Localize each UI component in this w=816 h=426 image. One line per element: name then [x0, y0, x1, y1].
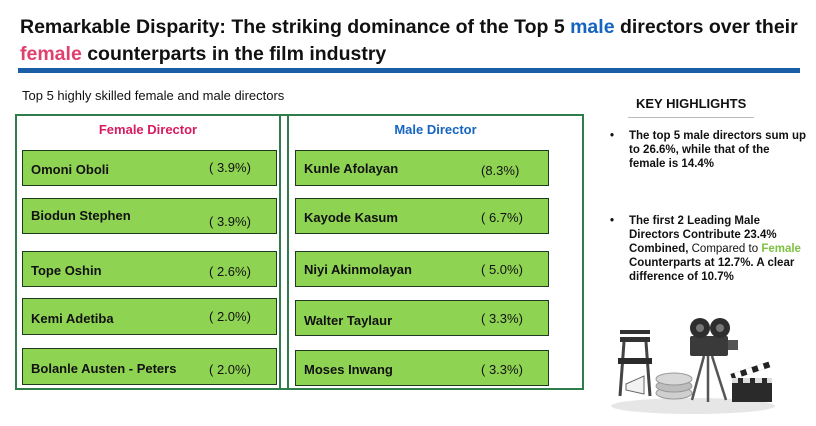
male-director-cell: Kayode Kasum ( 6.7%) [295, 198, 549, 234]
highlight-text: The first 2 Leading Male Directors Contr… [629, 215, 801, 283]
female-director-share: ( 3.9%) [209, 160, 251, 175]
male-director-name: Kunle Afolayan [304, 161, 399, 176]
female-director-cell: Omoni Oboli ( 3.9%) [22, 150, 277, 186]
male-director-share: ( 5.0%) [481, 262, 523, 277]
male-director-name: Niyi Akinmolayan [304, 262, 412, 277]
female-director-cell: Tope Oshin ( 2.6%) [22, 251, 277, 287]
male-director-name: Walter Taylaur [304, 313, 393, 328]
male-director-cell: Walter Taylaur ( 3.3%) [295, 300, 549, 336]
table-bottom-border [15, 388, 584, 390]
female-director-name: Kemi Adetiba [31, 311, 114, 326]
title-female-word: female [20, 43, 82, 65]
female-director-name: Biodun Stephen [31, 208, 131, 223]
directors-table: Female Director Male Director Omoni Obol… [15, 114, 584, 390]
female-director-share: ( 2.0%) [209, 362, 251, 377]
female-director-header: Female Director [98, 122, 198, 137]
female-director-cell: Biodun Stephen ( 3.9%) [22, 198, 277, 234]
table-subtitle: Top 5 highly skilled female and male dir… [22, 88, 285, 103]
title-divider-bar [18, 68, 800, 73]
female-director-share: ( 2.0%) [209, 309, 251, 324]
bullet-icon: • [610, 215, 615, 227]
table-top-border [15, 114, 584, 116]
table-divider-right [287, 114, 289, 390]
female-director-share: ( 2.6%) [209, 264, 251, 279]
male-director-name: Moses Inwang [304, 362, 393, 377]
female-director-cell: Bolanle Austen - Peters ( 2.0%) [22, 348, 277, 385]
male-director-share: ( 3.3%) [481, 362, 523, 377]
female-director-name: Tope Oshin [31, 263, 102, 278]
male-director-cell: Moses Inwang ( 3.3%) [295, 350, 549, 386]
male-director-share: (8.3%) [481, 163, 520, 178]
title-male-word: male [570, 16, 615, 38]
table-left-border [15, 114, 17, 390]
female-director-cell: Kemi Adetiba ( 2.0%) [22, 298, 277, 335]
male-director-cell: Niyi Akinmolayan ( 5.0%) [295, 251, 549, 287]
highlight-text: The top 5 male directors sum up to 26.6%… [629, 130, 807, 170]
male-director-share: ( 6.7%) [481, 210, 523, 225]
female-director-name: Bolanle Austen - Peters [31, 361, 177, 376]
male-director-name: Kayode Kasum [304, 210, 398, 225]
page-title: Remarkable Disparity: The striking domin… [20, 16, 798, 65]
table-right-border [582, 114, 584, 390]
key-highlights-heading: KEY HIGHLIGHTS [627, 96, 755, 118]
female-director-name: Omoni Oboli [31, 162, 109, 177]
highlight-female-word: Female [761, 243, 801, 255]
table-divider-left [279, 114, 281, 390]
male-director-cell: Kunle Afolayan (8.3%) [295, 150, 549, 186]
male-director-share: ( 3.3%) [481, 311, 523, 326]
bullet-icon: • [610, 130, 615, 142]
male-director-header: Male Director [394, 122, 477, 137]
film-equipment-illustration-icon [611, 318, 775, 414]
female-director-share: ( 3.9%) [209, 214, 251, 229]
